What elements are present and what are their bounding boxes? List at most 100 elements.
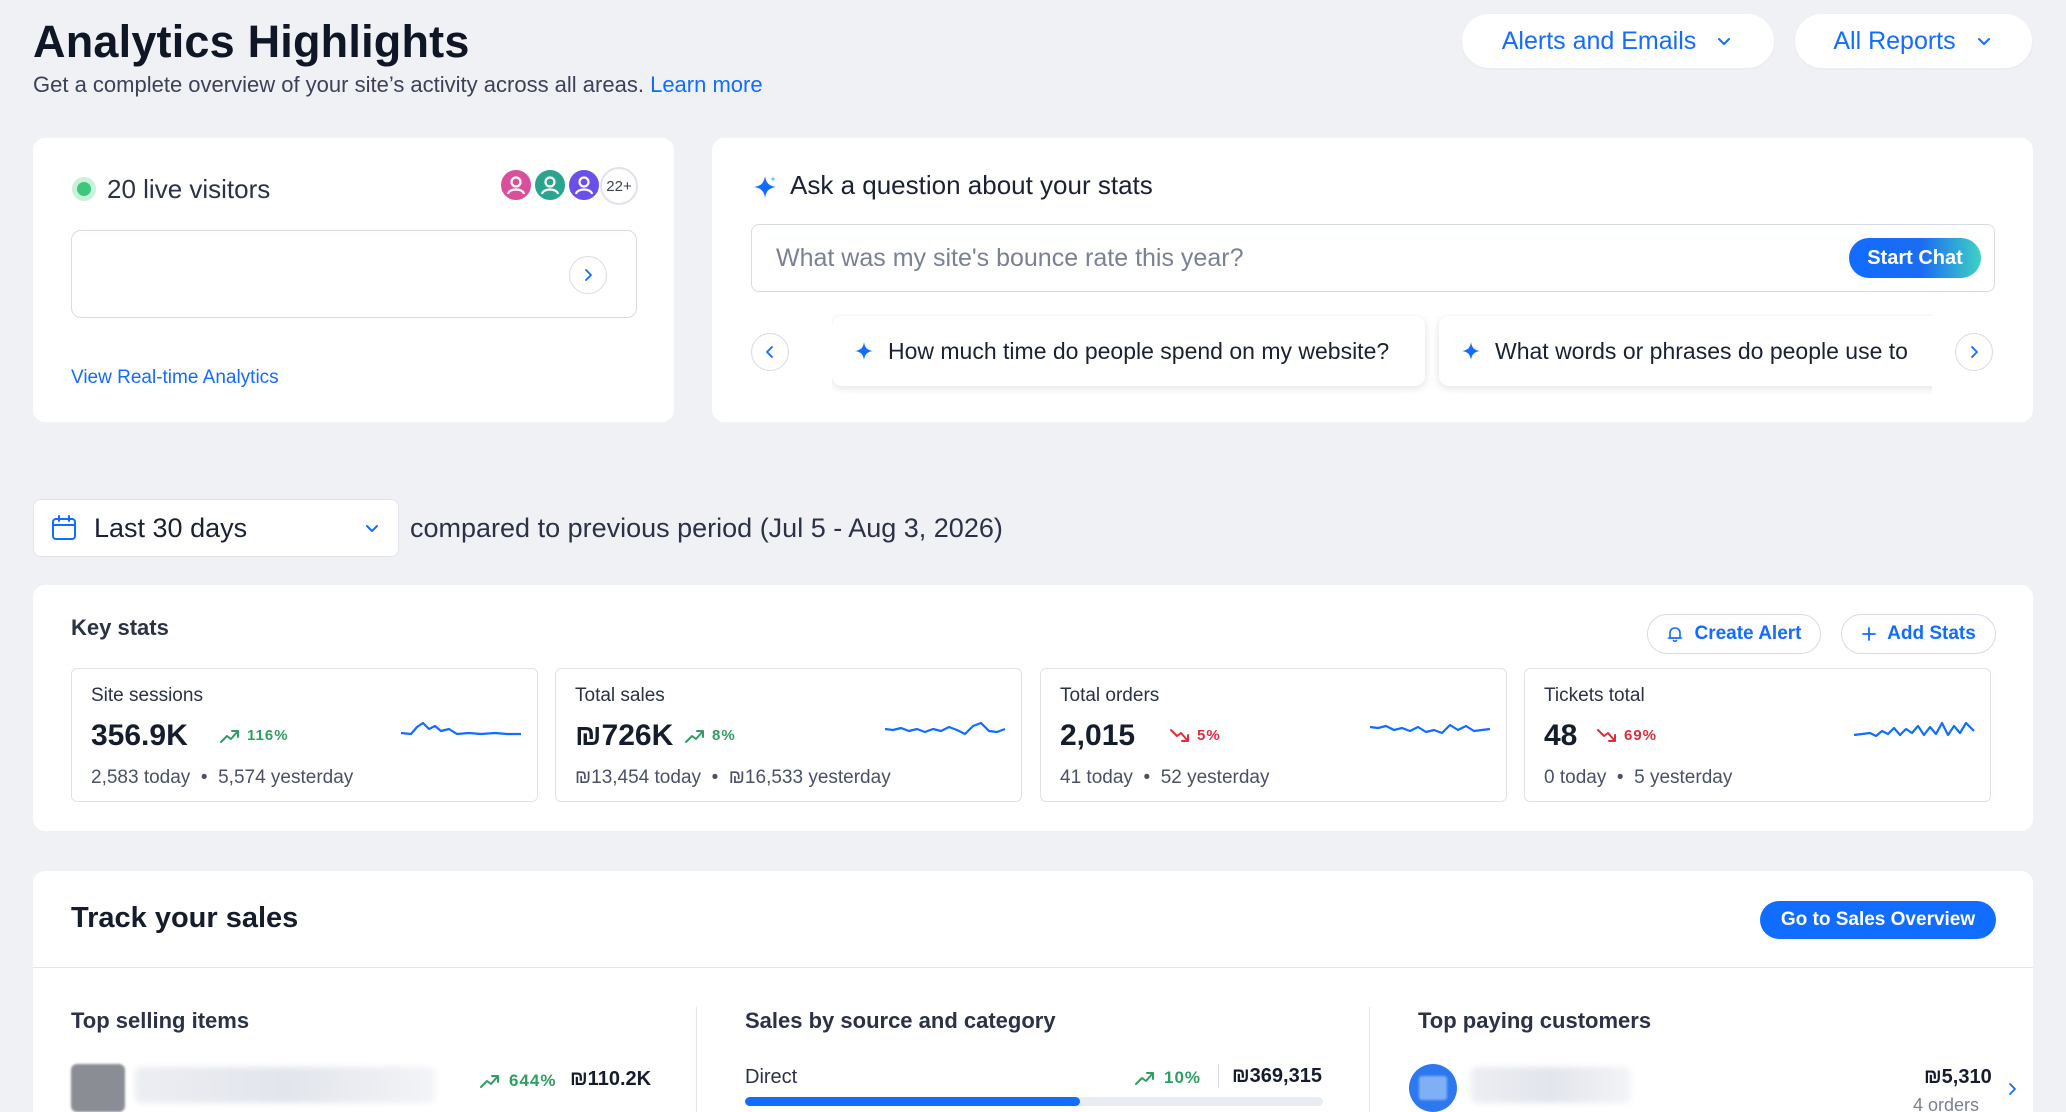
- stat-change: 69%: [1596, 727, 1657, 744]
- separator-dot: •: [1132, 767, 1161, 788]
- stat-card[interactable]: Site sessions 356.9K 116% 2,583 today • 5,5…: [71, 668, 538, 802]
- stat-change-value: 69%: [1624, 727, 1658, 744]
- value-separator: [1218, 1064, 1219, 1088]
- ask-question-input[interactable]: What was my site's bounce rate this year…: [751, 224, 1995, 292]
- create-alert-button[interactable]: Create Alert: [1647, 614, 1821, 654]
- product-thumbnail: [71, 1064, 125, 1112]
- stat-card[interactable]: Total sales ₪726K 8% ₪13,454 today • ₪16,53…: [555, 668, 1022, 802]
- source-progress-fill: [745, 1097, 1081, 1106]
- stat-change: 5%: [1169, 727, 1221, 744]
- stat-yesterday: ₪16,533 yesterday: [728, 767, 891, 788]
- view-realtime-analytics-link[interactable]: View Real-time Analytics: [71, 367, 279, 388]
- next-activity-button[interactable]: [569, 256, 607, 294]
- stat-yesterday: 5 yesterday: [1634, 767, 1733, 788]
- plus-icon: [1862, 627, 1877, 641]
- all-reports-label: All Reports: [1833, 26, 1956, 55]
- comparison-period-text: compared to previous period (Jul 5 - Aug…: [410, 513, 1003, 543]
- next-suggestion-button[interactable]: [1955, 333, 1993, 371]
- stat-subtext: ₪13,454 today • ₪16,533 yesterday: [575, 767, 891, 789]
- stat-subtext: 0 today • 5 yesterday: [1544, 767, 1732, 789]
- stat-change-value: 116%: [247, 727, 289, 744]
- sparkline: [1369, 723, 1491, 735]
- stat-card[interactable]: Total orders 2,015 5% 41 today • 52 yesterd…: [1040, 668, 1507, 802]
- chevron-down-icon: [1718, 38, 1731, 45]
- source-label: Direct: [745, 1066, 798, 1088]
- stat-title: Total orders: [1060, 685, 1160, 706]
- sales-by-source-title: Sales by source and category: [745, 1008, 1056, 1033]
- sparkline: [400, 721, 521, 736]
- key-stats-card: Key stats Create Alert Add Stats Site se…: [33, 585, 2033, 831]
- subtitle-text: Get a complete overview of your site’s a…: [33, 72, 644, 97]
- stat-title: Total sales: [575, 685, 665, 706]
- key-stats-title: Key stats: [71, 615, 169, 640]
- calendar-icon: [52, 515, 76, 540]
- date-range-dropdown[interactable]: Last 30 days: [33, 499, 399, 557]
- suggestion-chip[interactable]: What words or phrases do people use to: [1439, 316, 1932, 386]
- top-item-change-value: 644%: [509, 1071, 557, 1090]
- add-stats-button[interactable]: Add Stats: [1841, 614, 1996, 654]
- suggestion-chip[interactable]: How much time do people spend on my webs…: [832, 316, 1425, 386]
- source-change-value: 10%: [1164, 1068, 1202, 1087]
- stat-change: 116%: [219, 727, 289, 744]
- trend-up-icon: [480, 1075, 499, 1088]
- go-to-sales-overview-button[interactable]: Go to Sales Overview: [1760, 901, 1996, 939]
- live-activity-box[interactable]: [71, 230, 637, 318]
- track-sales-title: Track your sales: [71, 902, 299, 934]
- stat-change-value: 8%: [712, 727, 736, 744]
- page-title: Analytics Highlights: [33, 16, 470, 67]
- customer-total-value: ₪5,310: [1924, 1066, 1992, 1088]
- customer-name-blurred: [1471, 1067, 1631, 1103]
- person-icon: [540, 176, 560, 195]
- section-divider: [33, 967, 2033, 968]
- start-chat-button[interactable]: Start Chat: [1849, 238, 1981, 278]
- sparkle-icon: [754, 176, 776, 198]
- live-indicator-icon: [77, 182, 91, 196]
- stat-yesterday: 5,574 yesterday: [218, 767, 354, 788]
- visitor-avatar: [532, 167, 568, 203]
- ask-placeholder: What was my site's bounce rate this year…: [776, 243, 1244, 272]
- customer-orders-count: 4 orders: [1913, 1095, 1980, 1112]
- more-visitors-badge: 22+: [600, 167, 638, 205]
- bell-icon: [1668, 627, 1683, 643]
- stat-today: ₪13,454 today: [575, 767, 702, 788]
- source-change: 10%: [1134, 1068, 1201, 1088]
- stat-card[interactable]: Tickets total 48 69% 0 today • 5 yesterday: [1524, 668, 1991, 802]
- source-sales-value: ₪369,315: [1232, 1065, 1322, 1087]
- column-divider: [696, 1007, 697, 1112]
- stat-title: Tickets total: [1544, 685, 1645, 706]
- sparkle-icon: [855, 342, 873, 360]
- person-icon: [506, 176, 526, 195]
- suggestions-carousel: How much time do people spend on my webs…: [832, 314, 1932, 394]
- trend-down-icon: [1170, 728, 1189, 742]
- separator-dot: •: [190, 767, 219, 788]
- top-selling-items-title: Top selling items: [71, 1008, 250, 1033]
- stat-today: 0 today: [1544, 767, 1607, 788]
- chevron-right-icon: [1971, 346, 1978, 358]
- stat-today: 41 today: [1060, 767, 1133, 788]
- chevron-right-icon: [585, 269, 592, 281]
- column-divider: [1369, 1007, 1370, 1112]
- stat-today: 2,583 today: [91, 767, 191, 788]
- visitor-avatar: [566, 167, 602, 203]
- product-name-blurred: [135, 1067, 435, 1103]
- sparkle-icon: [1462, 342, 1480, 360]
- add-stats-label: Add Stats: [1887, 623, 1976, 644]
- stat-subtext: 2,583 today • 5,574 yesterday: [91, 767, 353, 789]
- alerts-and-emails-button[interactable]: Alerts and Emails: [1462, 14, 1774, 68]
- trend-down-icon: [1597, 728, 1616, 742]
- visitor-avatar: [498, 167, 534, 203]
- stat-change-value: 5%: [1197, 727, 1221, 744]
- stat-subtext: 41 today • 52 yesterday: [1060, 767, 1269, 789]
- ask-title: Ask a question about your stats: [790, 170, 1153, 200]
- previous-suggestion-button[interactable]: [751, 333, 789, 371]
- chevron-right-icon[interactable]: [2004, 1081, 2020, 1097]
- sparkline: [884, 721, 1006, 736]
- stat-yesterday: 52 yesterday: [1160, 767, 1270, 788]
- trend-up-icon: [685, 729, 704, 743]
- stat-value: 356.9K: [91, 719, 188, 752]
- suggestion-text: What words or phrases do people use to: [1495, 337, 1908, 364]
- source-progress-track: [745, 1097, 1323, 1106]
- learn-more-link[interactable]: Learn more: [650, 72, 763, 97]
- top-paying-customers-title: Top paying customers: [1418, 1008, 1652, 1033]
- all-reports-button[interactable]: All Reports: [1795, 14, 2032, 68]
